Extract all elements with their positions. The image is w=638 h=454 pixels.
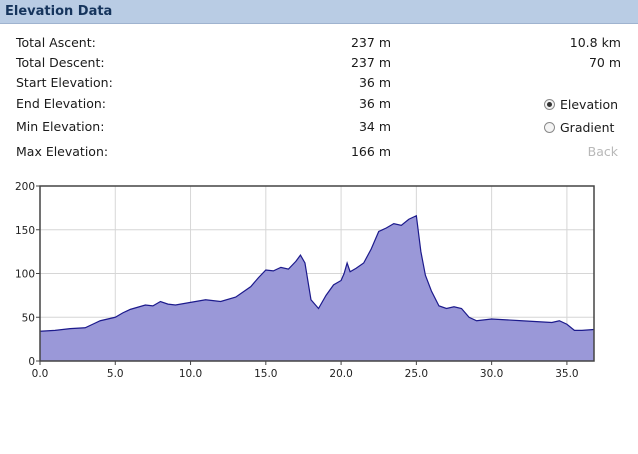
elevation-area — [40, 215, 594, 361]
x-tick-label: 20.0 — [329, 368, 352, 380]
elevation-chart: 0 50 100 150 200 0.0 5.0 10.0 15.0 20.0 25.0 30.0 35… — [15, 181, 595, 380]
x-tick-label: 0.0 — [32, 368, 49, 380]
min-elevation-value: 34 m — [358, 119, 391, 134]
y-tick-label: 200 — [15, 181, 35, 193]
total-descent-label: Total Descent: — [16, 55, 105, 70]
end-elevation-label: End Elevation: — [16, 96, 107, 111]
x-tick-label: 10.0 — [179, 368, 202, 380]
max-elevation-value: 166 m — [350, 144, 391, 159]
x-tick-label: 5.0 — [107, 368, 124, 380]
x-tick-label: 30.0 — [480, 368, 503, 380]
secondary-value: 70 m — [588, 55, 621, 70]
gradient-radio[interactable] — [544, 122, 555, 133]
y-tick-label: 0 — [28, 356, 35, 368]
x-tick-label: 25.0 — [405, 368, 428, 380]
x-tick-label: 35.0 — [555, 368, 578, 380]
y-tick-label: 50 — [22, 312, 35, 324]
y-tick-label: 150 — [15, 225, 35, 237]
elevation-line — [39, 214, 595, 332]
x-tick-label: 15.0 — [254, 368, 277, 380]
start-elevation-label: Start Elevation: — [16, 75, 113, 90]
max-elevation-label: Max Elevation: — [16, 144, 109, 159]
elevation-option[interactable]: Elevation — [544, 97, 618, 112]
total-ascent-value: 237 m — [350, 35, 391, 50]
y-tick-label: 100 — [15, 269, 35, 281]
panel-title: Elevation Data — [5, 4, 113, 19]
elevation-option-label[interactable]: Elevation — [560, 97, 619, 112]
gradient-option[interactable]: Gradient — [544, 120, 614, 135]
panel-header: Elevation Data — [0, 0, 638, 24]
distance-value: 10.8 km — [569, 35, 621, 50]
total-ascent-label: Total Ascent: — [16, 35, 96, 50]
total-descent-value: 237 m — [350, 55, 391, 70]
back-link[interactable]: Back — [587, 144, 618, 159]
end-elevation-value: 36 m — [358, 96, 391, 111]
elevation-radio[interactable] — [544, 99, 555, 110]
min-elevation-label: Min Elevation: — [16, 119, 105, 134]
start-elevation-value: 36 m — [358, 75, 391, 90]
gradient-option-label[interactable]: Gradient — [560, 120, 615, 135]
